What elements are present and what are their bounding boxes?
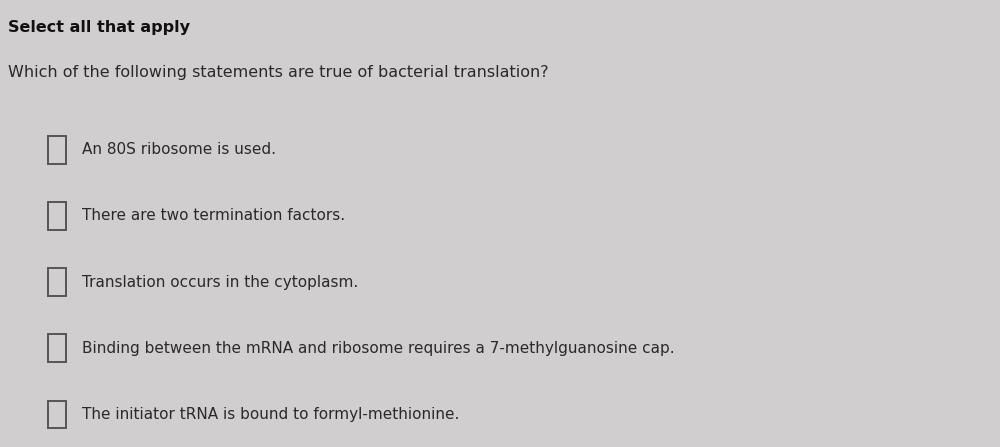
Text: There are two termination factors.: There are two termination factors.	[82, 208, 345, 224]
Text: Select all that apply: Select all that apply	[8, 20, 190, 35]
Bar	[48, 401, 66, 428]
Text: Translation occurs in the cytoplasm.: Translation occurs in the cytoplasm.	[82, 274, 358, 290]
Bar	[48, 268, 66, 296]
Text: The initiator tRNA is bound to formyl-methionine.: The initiator tRNA is bound to formyl-me…	[82, 407, 459, 422]
Bar	[48, 202, 66, 230]
Text: Binding between the mRNA and ribosome requires a 7-methylguanosine cap.: Binding between the mRNA and ribosome re…	[82, 341, 675, 356]
Text: An 80S ribosome is used.: An 80S ribosome is used.	[82, 142, 276, 157]
Text: Which of the following statements are true of bacterial translation?: Which of the following statements are tr…	[8, 65, 549, 80]
Bar	[48, 334, 66, 362]
Bar	[48, 136, 66, 164]
